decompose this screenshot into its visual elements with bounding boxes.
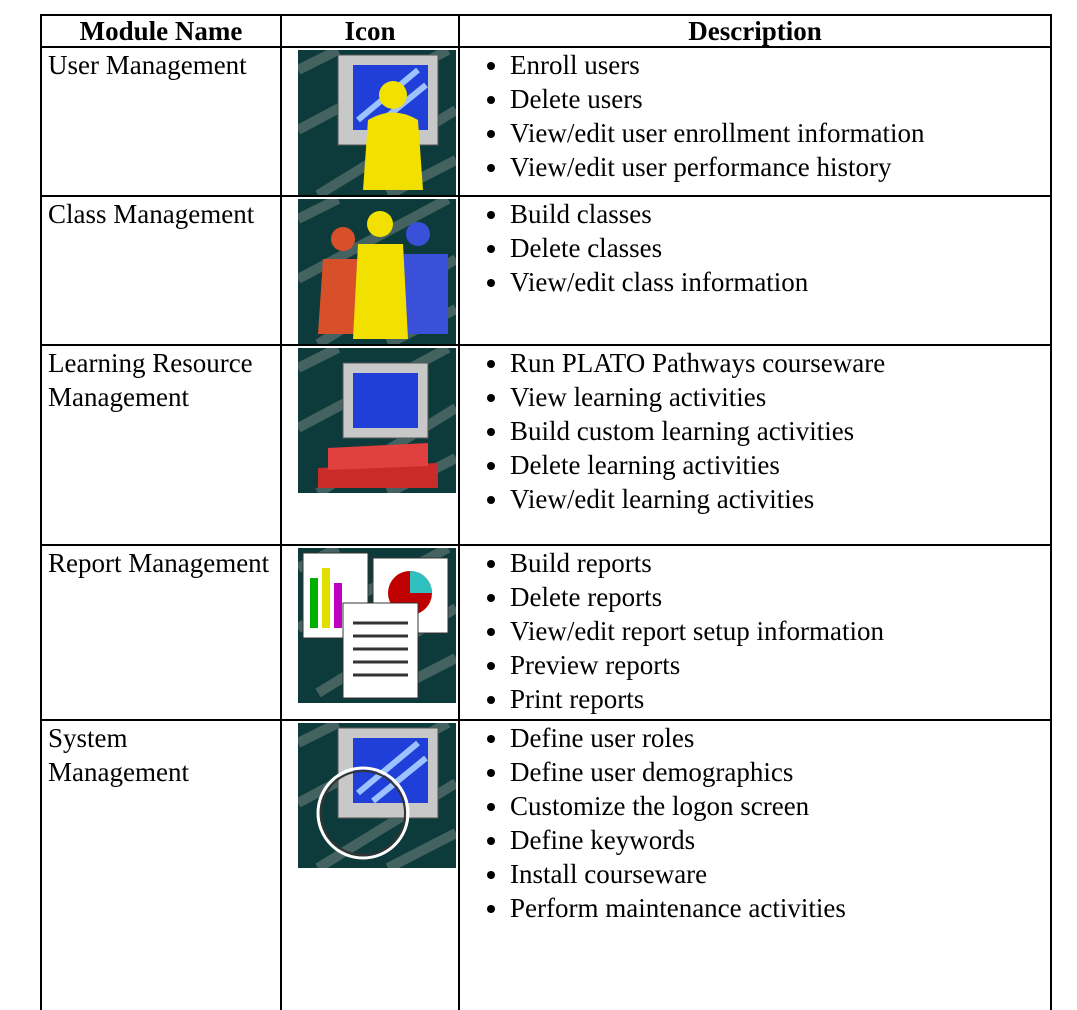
description-list: Enroll usersDelete usersView/edit user e… — [466, 48, 1044, 184]
module-row: User ManagementEnroll usersDelete usersV… — [40, 46, 1052, 197]
description-list: Build reportsDelete reportsView/edit rep… — [466, 546, 1044, 716]
module-row: Report Management Build reportsDelete rep… — [40, 544, 1052, 721]
description-item: View learning activities — [510, 380, 1044, 414]
module-row: System ManagementDefine user rolesDefine… — [40, 719, 1052, 1010]
page: Module Name Icon Description User Manage… — [0, 0, 1077, 986]
module-icon — [298, 199, 456, 344]
module-row: Class Management Build classesDelete clas… — [40, 195, 1052, 346]
description-cell: Build classesDelete classesView/edit cla… — [458, 195, 1052, 346]
description-item: Preview reports — [510, 648, 1044, 682]
header-cell: Description — [458, 14, 1052, 48]
module-name: Learning Resource Management — [40, 344, 282, 546]
header-cell: Module Name — [40, 14, 282, 48]
description-item: View/edit report setup information — [510, 614, 1044, 648]
description-list: Run PLATO Pathways coursewareView learni… — [466, 346, 1044, 516]
icon-cell — [280, 195, 460, 346]
description-item: Delete learning activities — [510, 448, 1044, 482]
icon-cell — [280, 344, 460, 546]
description-item: Define keywords — [510, 823, 1044, 857]
icon-cell — [280, 719, 460, 1010]
description-list: Define user rolesDefine user demographic… — [466, 721, 1044, 925]
description-item: View/edit user enrollment information — [510, 116, 1044, 150]
icon-cell — [280, 544, 460, 721]
module-name: Report Management — [40, 544, 282, 721]
description-cell: Define user rolesDefine user demographic… — [458, 719, 1052, 1010]
description-item: Define user demographics — [510, 755, 1044, 789]
description-item: Print reports — [510, 682, 1044, 716]
icon-cell — [280, 46, 460, 197]
description-item: Define user roles — [510, 721, 1044, 755]
description-item: Install courseware — [510, 857, 1044, 891]
description-item: View/edit learning activities — [510, 482, 1044, 516]
module-name: Class Management — [40, 195, 282, 346]
module-name: User Management — [40, 46, 282, 197]
description-item: Enroll users — [510, 48, 1044, 82]
description-item: Delete users — [510, 82, 1044, 116]
description-item: Build reports — [510, 546, 1044, 580]
header-row: Module Name Icon Description — [40, 14, 1052, 48]
description-item: Delete reports — [510, 580, 1044, 614]
module-icon — [298, 50, 456, 195]
module-icon — [298, 723, 456, 868]
description-cell: Enroll usersDelete usersView/edit user e… — [458, 46, 1052, 197]
module-name: System Management — [40, 719, 282, 1010]
description-cell: Build reportsDelete reportsView/edit rep… — [458, 544, 1052, 721]
module-row: Learning Resource Management Run PLATO Pa… — [40, 344, 1052, 546]
module-icon — [298, 548, 456, 703]
description-item: Perform maintenance activities — [510, 891, 1044, 925]
description-item: Build custom learning activities — [510, 414, 1044, 448]
module-table: Module Name Icon Description User Manage… — [40, 14, 1052, 1010]
description-item: Delete classes — [510, 231, 1044, 265]
description-list: Build classesDelete classesView/edit cla… — [466, 197, 1044, 299]
description-item: Build classes — [510, 197, 1044, 231]
description-item: Customize the logon screen — [510, 789, 1044, 823]
module-icon — [298, 348, 456, 493]
description-item: View/edit user performance history — [510, 150, 1044, 184]
description-item: Run PLATO Pathways courseware — [510, 346, 1044, 380]
header-cell: Icon — [280, 14, 460, 48]
description-item: View/edit class information — [510, 265, 1044, 299]
description-cell: Run PLATO Pathways coursewareView learni… — [458, 344, 1052, 546]
